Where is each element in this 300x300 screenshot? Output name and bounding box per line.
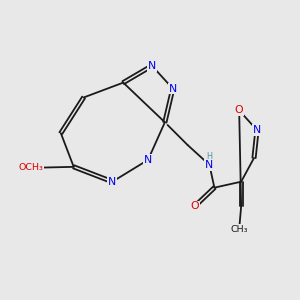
Text: N: N bbox=[148, 61, 156, 71]
Text: N: N bbox=[144, 155, 152, 165]
Text: O: O bbox=[235, 105, 244, 116]
Text: N: N bbox=[169, 84, 177, 94]
Text: N: N bbox=[253, 125, 261, 135]
Text: CH₃: CH₃ bbox=[230, 225, 248, 234]
Text: N: N bbox=[108, 177, 116, 187]
Text: H: H bbox=[206, 152, 212, 161]
Text: OCH₃: OCH₃ bbox=[19, 163, 44, 172]
Text: N: N bbox=[205, 160, 214, 170]
Text: O: O bbox=[190, 202, 199, 212]
